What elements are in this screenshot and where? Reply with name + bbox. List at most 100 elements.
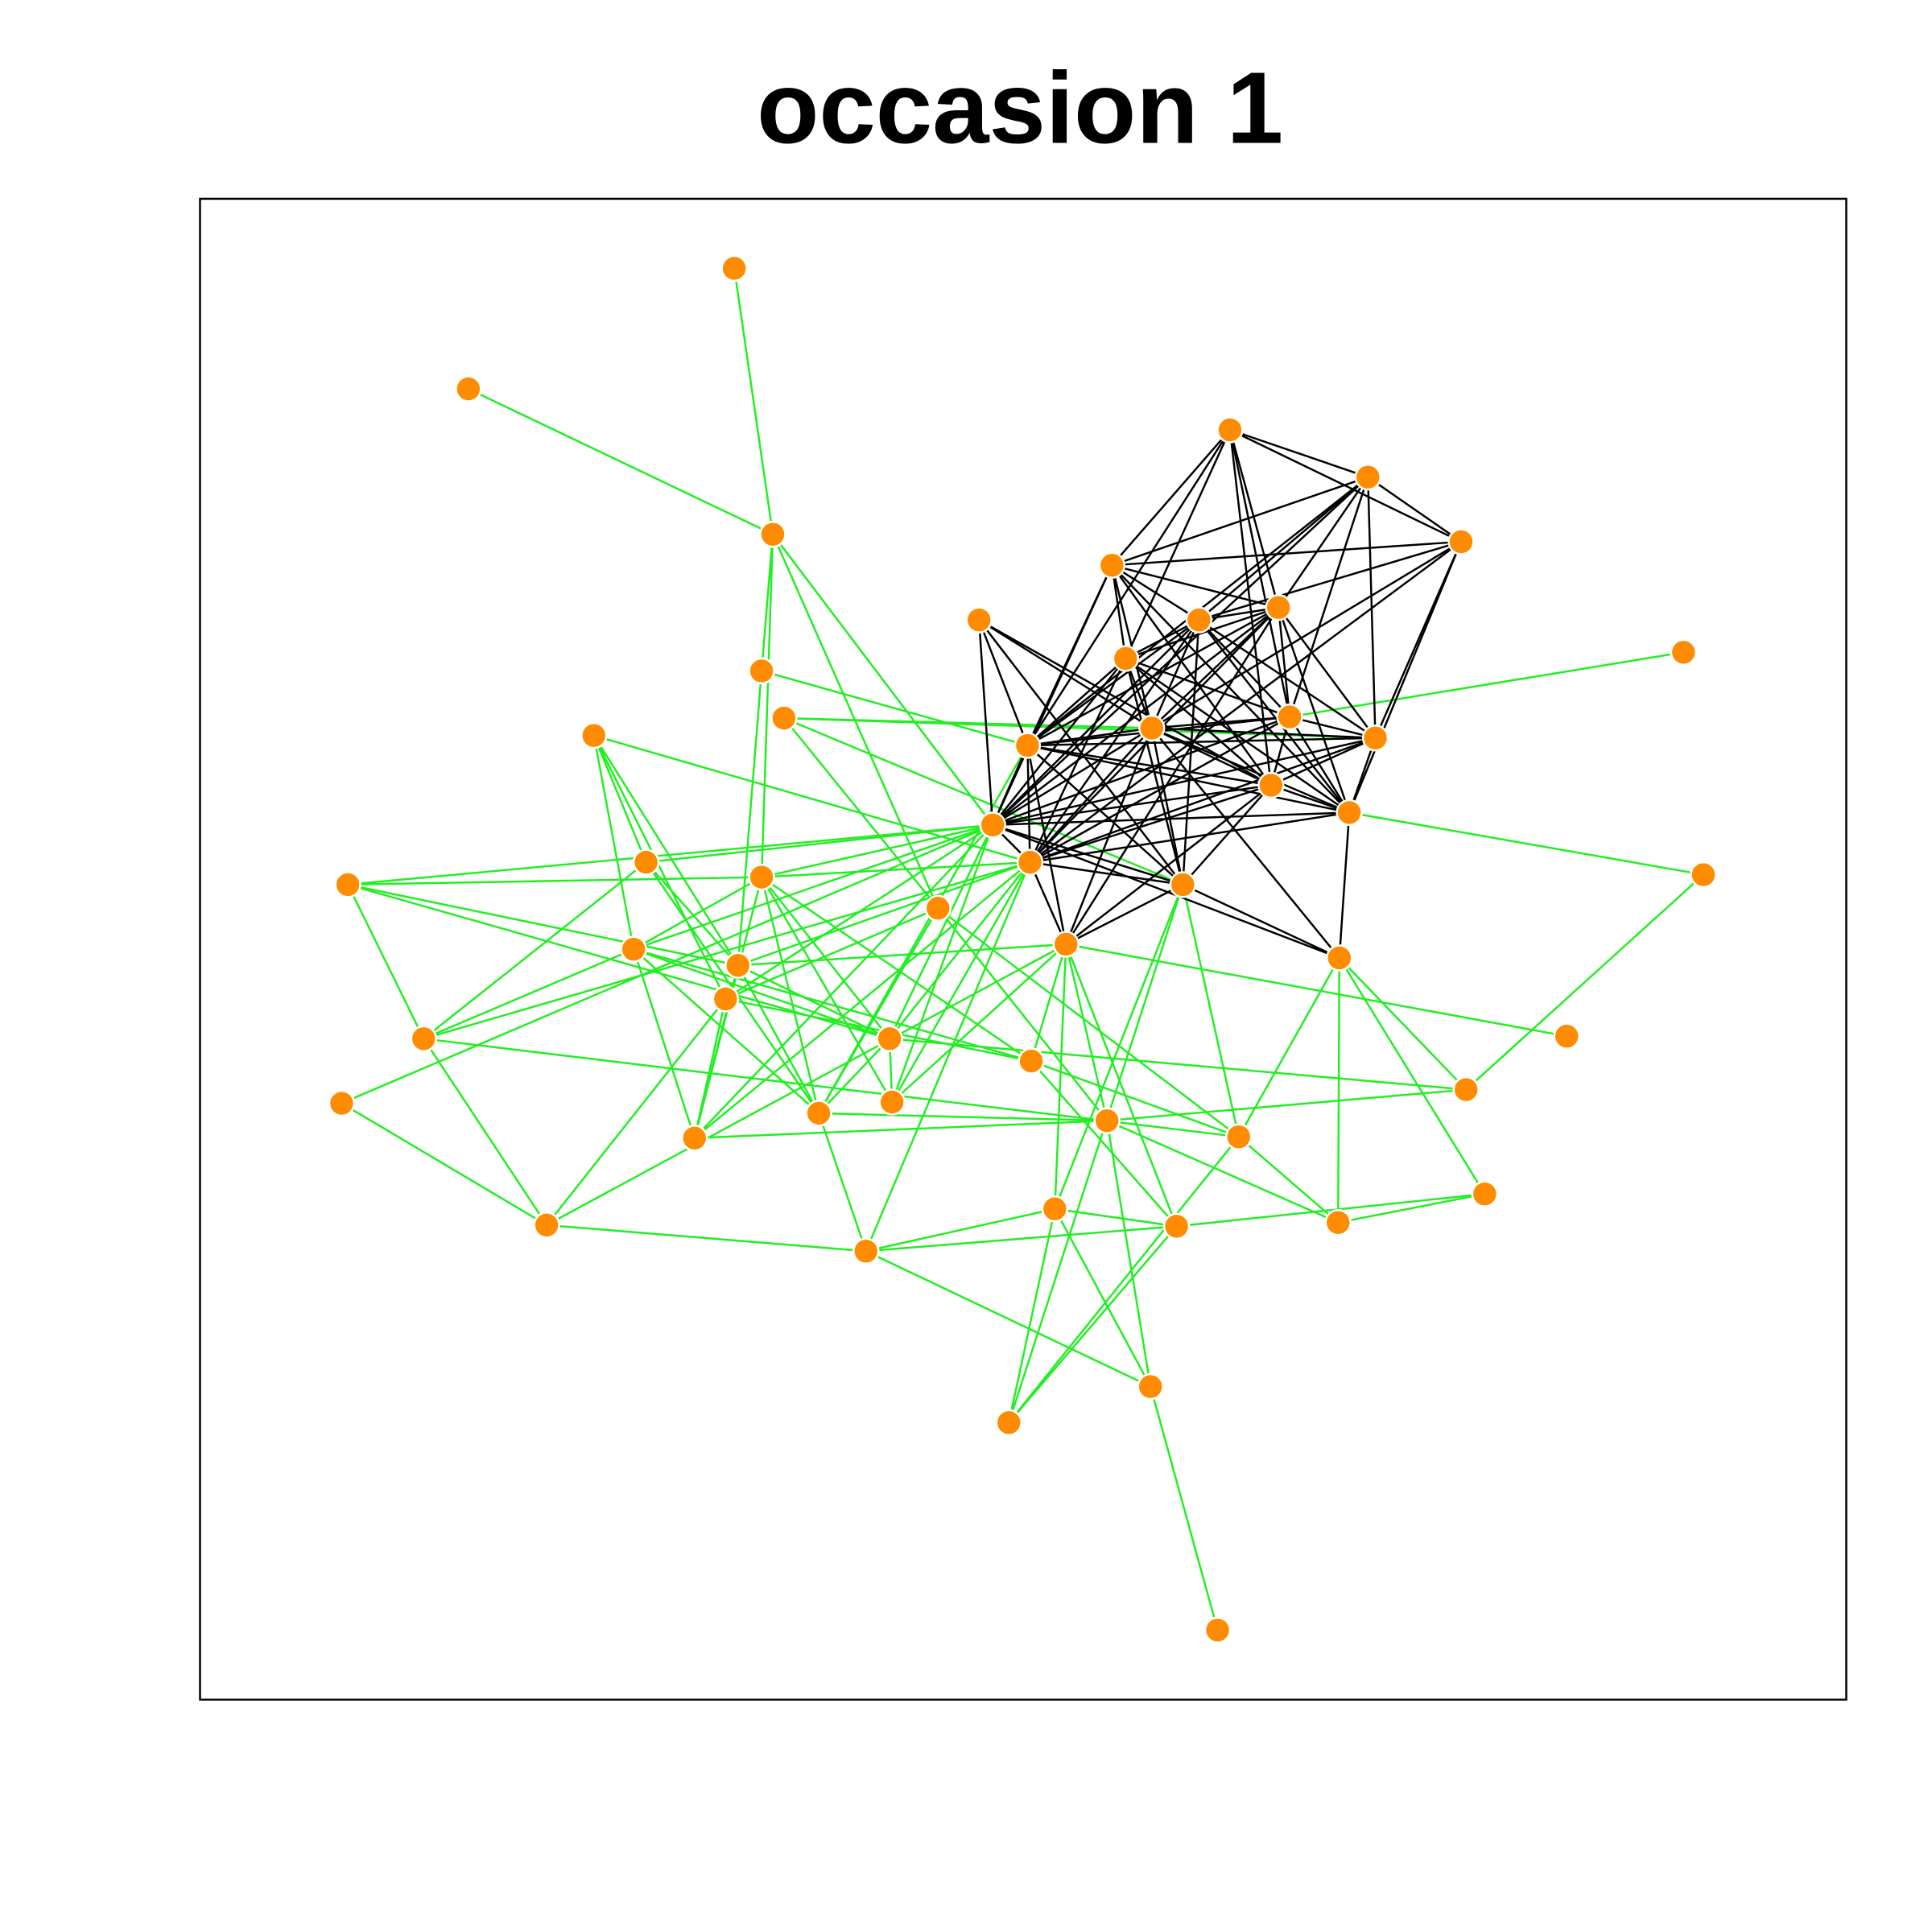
edge [762, 861, 1030, 878]
node [334, 871, 361, 898]
edge [1026, 658, 1127, 746]
title: occasion 1 [757, 50, 1283, 164]
edge [1111, 429, 1231, 567]
edge [1228, 429, 1280, 609]
edge [633, 824, 993, 951]
node [995, 1409, 1022, 1436]
edge [341, 824, 993, 1104]
edge [891, 943, 1067, 1103]
edge [761, 876, 1032, 1063]
edge [865, 1208, 1055, 1253]
node [852, 1237, 880, 1265]
edge [423, 861, 647, 1040]
edge [818, 1038, 890, 1114]
edge [1111, 565, 1127, 659]
node [1013, 732, 1042, 759]
edge [1054, 1208, 1152, 1388]
edge [1289, 716, 1351, 814]
edge [1338, 957, 1468, 1091]
node [1324, 1209, 1352, 1236]
edge [737, 861, 1030, 967]
node [1098, 551, 1126, 579]
edge [423, 948, 634, 1040]
edge [1111, 564, 1272, 786]
edge [633, 876, 762, 951]
edge [1054, 884, 1184, 1210]
edge [992, 606, 1279, 826]
edge [737, 964, 820, 1114]
edge [1029, 861, 1067, 945]
edge [633, 948, 819, 1114]
node [1016, 848, 1044, 876]
edge [1008, 1225, 1178, 1424]
edge [693, 861, 1031, 1139]
node [1169, 871, 1196, 898]
node [805, 1100, 832, 1127]
edge [1198, 619, 1351, 814]
edge [1348, 541, 1463, 813]
edge [1289, 716, 1376, 739]
node [1553, 1022, 1580, 1050]
node [876, 1025, 903, 1052]
edge [1112, 564, 1279, 609]
edge [889, 861, 1031, 1040]
node [1670, 638, 1697, 666]
edge [1289, 651, 1684, 718]
edge [1106, 1120, 1339, 1224]
node [1452, 1075, 1480, 1104]
edge [1008, 884, 1184, 1423]
edge [1026, 745, 1031, 863]
edge [891, 861, 1031, 1103]
edge [693, 824, 994, 1139]
node [1225, 1123, 1253, 1150]
edge [646, 824, 993, 864]
edge [1029, 658, 1127, 863]
edge [992, 476, 1369, 826]
edge [889, 1038, 1467, 1091]
edge [1008, 1208, 1056, 1423]
green-edges [341, 268, 1704, 1631]
node [965, 606, 993, 634]
node [724, 952, 752, 979]
edge [1105, 1120, 1152, 1387]
edge [632, 948, 696, 1139]
edge [1125, 429, 1232, 659]
edge [760, 877, 820, 1114]
edge [760, 534, 774, 877]
edge [1125, 619, 1199, 660]
edge [348, 824, 993, 886]
edge [1026, 745, 1184, 886]
black-edges [977, 428, 1463, 960]
edge [737, 671, 763, 966]
edge [817, 1113, 867, 1252]
edge [592, 735, 739, 966]
edge [1030, 737, 1376, 864]
edge [1229, 428, 1368, 478]
node [1361, 724, 1389, 752]
edge [993, 784, 1272, 827]
edge [737, 943, 1067, 967]
node [1018, 1047, 1045, 1075]
edge [992, 824, 1183, 886]
edge [347, 883, 739, 967]
node [1138, 714, 1166, 742]
edge [1030, 861, 1183, 886]
edge [1182, 883, 1340, 960]
node [1690, 861, 1717, 889]
edge [1338, 957, 1486, 1195]
edge [937, 907, 1240, 1138]
edge [1029, 727, 1153, 863]
edge [992, 716, 1290, 826]
edge [733, 268, 774, 535]
edge [1027, 744, 1272, 786]
edge [347, 884, 425, 1039]
node [759, 520, 786, 548]
node [1137, 1373, 1164, 1401]
node [1265, 594, 1292, 621]
node [1112, 645, 1139, 672]
node [979, 811, 1006, 839]
node [1093, 1107, 1121, 1134]
node [580, 722, 608, 749]
edge [592, 735, 727, 1000]
